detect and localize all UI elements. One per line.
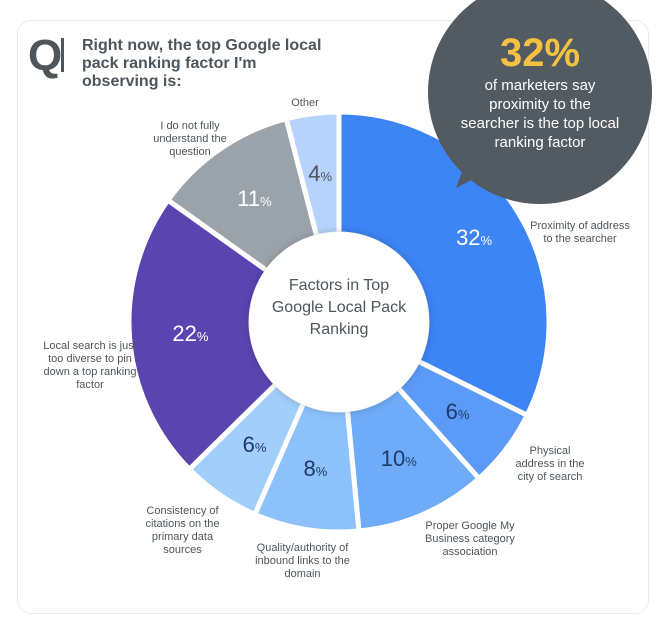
category-label: Quality/authority of inbound links to th…: [255, 542, 350, 580]
value-number: 6: [445, 399, 458, 425]
category-label: Proper Google My Business category assoc…: [425, 520, 515, 558]
callout-stat: 32%: [499, 31, 581, 75]
value-unit: %: [254, 439, 267, 455]
value-unit: %: [260, 194, 272, 210]
value-label: 11%: [237, 186, 271, 212]
infographic-card: [17, 20, 649, 614]
value-number: 32: [456, 225, 481, 251]
value-unit: %: [315, 464, 328, 480]
callout-bubble: [428, 0, 652, 204]
value-unit: %: [405, 453, 417, 469]
category-label: Physical address in the city of search: [515, 445, 585, 483]
value-label: 22%: [172, 321, 208, 347]
value-number: 22: [172, 320, 197, 346]
callout-text: of marketers say proximity to the search…: [460, 77, 620, 151]
value-unit: %: [196, 328, 209, 344]
value-label: 10%: [381, 446, 417, 472]
category-label: I do not fully understand the question: [153, 120, 227, 158]
value-number: 10: [380, 445, 406, 471]
category-label: Other: [291, 97, 319, 109]
donut-hole: [249, 232, 429, 412]
value-label: 6%: [243, 432, 267, 458]
value-number: 11: [237, 186, 261, 212]
value-label: 8%: [304, 456, 328, 482]
category-label: Proximity of address to the searcher: [530, 220, 630, 245]
value-label: 6%: [446, 399, 470, 425]
value-unit: %: [320, 169, 333, 185]
value-unit: %: [457, 407, 470, 423]
category-label: Consistency of citations on the primary …: [145, 505, 220, 556]
value-label: 32%: [456, 225, 492, 251]
q-divider: [61, 38, 64, 72]
value-number: 4: [308, 161, 321, 187]
question-title: Right now, the top Google local pack ran…: [82, 37, 322, 90]
q-icon: Q: [28, 31, 63, 80]
chart-title: Factors in Top Google Local Pack Ranking: [271, 277, 407, 338]
callout: 32% of marketers say proximity to the se…: [430, 0, 650, 152]
value-unit: %: [480, 233, 493, 249]
value-label: 4%: [308, 161, 332, 187]
category-label: Local search is just too diverse to pin …: [43, 340, 137, 391]
value-number: 6: [242, 431, 255, 457]
value-number: 8: [303, 456, 316, 482]
